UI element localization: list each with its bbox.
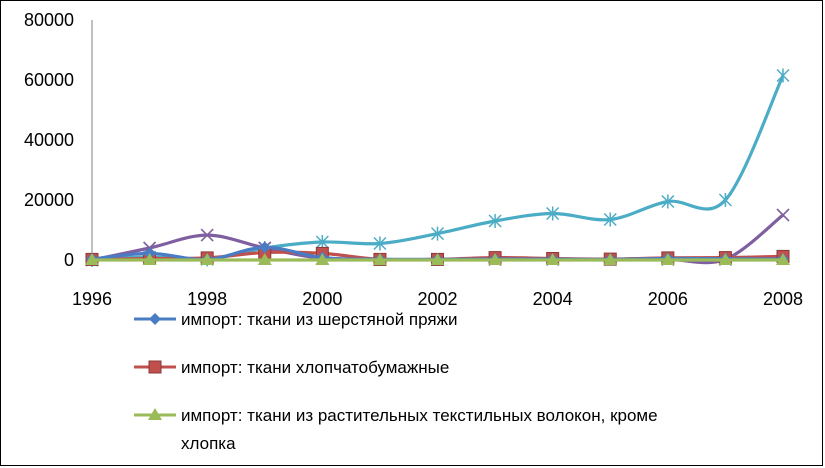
y-tick-label: 20000	[24, 190, 74, 210]
series-2	[85, 253, 790, 265]
data-point	[200, 228, 214, 242]
legend-item: импорт: ткани из растительных текстильны…	[134, 406, 658, 453]
data-point	[315, 253, 330, 265]
data-point	[488, 253, 503, 265]
y-tick-label: 60000	[24, 70, 74, 90]
axes	[91, 20, 783, 261]
x-tick-label: 2004	[533, 289, 573, 309]
data-point	[776, 68, 790, 83]
x-tick-label: 2002	[417, 289, 457, 309]
data-point	[718, 253, 733, 265]
x-tick-label: 2006	[648, 289, 688, 309]
legend-label: импорт: ткани из растительных текстильны…	[181, 406, 658, 425]
legend-marker	[148, 408, 162, 420]
legend-label: хлопка	[181, 434, 236, 453]
data-point	[85, 253, 99, 265]
legend-marker	[149, 313, 161, 325]
data-point	[603, 212, 617, 227]
legend: импорт: ткани из шерстяной пряжи импорт: …	[134, 310, 658, 453]
data-point	[200, 253, 215, 265]
y-tick-label: 0	[64, 250, 74, 270]
legend-label: импорт: ткани из шерстяной пряжи	[181, 310, 457, 329]
data-point	[315, 235, 329, 249]
data-point	[776, 253, 790, 265]
data-point	[430, 253, 445, 265]
x-tick-labels: 1996 1998 2000 2002 2004 2006 2008	[72, 289, 803, 309]
data-point	[373, 236, 387, 251]
data-point	[488, 214, 502, 228]
data-point	[661, 194, 675, 209]
data-point	[545, 253, 560, 265]
data-point	[603, 253, 618, 265]
legend-marker	[148, 360, 162, 374]
legend-item: импорт: ткани хлопчатобумажные	[134, 358, 449, 377]
data-point	[546, 206, 560, 221]
series-group	[85, 68, 790, 267]
data-point	[258, 241, 271, 254]
data-point	[372, 253, 387, 265]
y-tick-label: 40000	[24, 130, 74, 150]
data-point	[142, 253, 157, 265]
data-point	[660, 253, 675, 265]
data-point	[718, 193, 732, 207]
y-tick-label: 80000	[24, 10, 74, 30]
data-point	[776, 208, 790, 222]
x-tick-label: 2008	[763, 289, 803, 309]
legend-label: импорт: ткани хлопчатобумажные	[181, 358, 449, 377]
y-tick-labels: 0 20000 40000 60000 80000	[24, 10, 74, 270]
data-point	[257, 253, 272, 265]
x-tick-label: 2000	[302, 289, 342, 309]
legend-item: импорт: ткани из шерстяной пряжи	[134, 310, 457, 329]
data-point	[430, 226, 445, 241]
x-tick-label: 1996	[72, 289, 112, 309]
x-tick-label: 1998	[187, 289, 227, 309]
